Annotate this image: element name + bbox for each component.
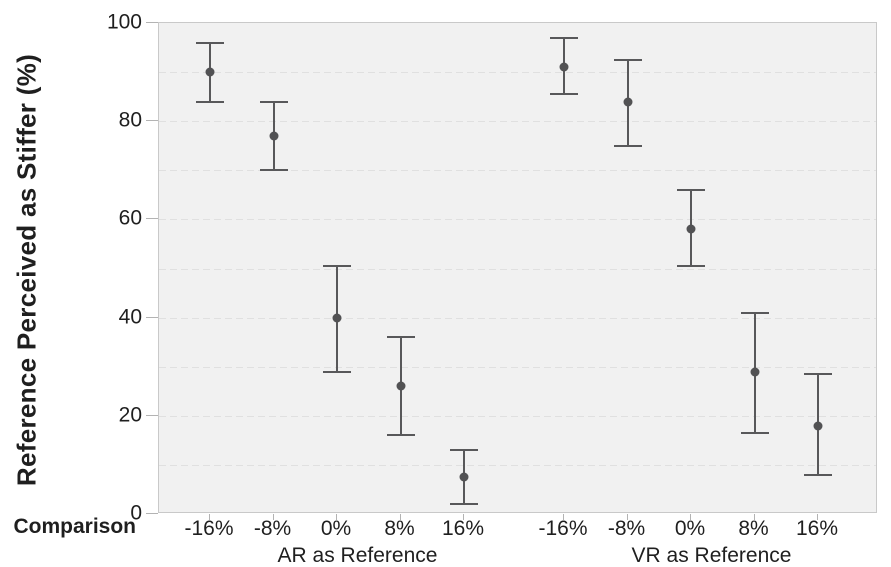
x-axis-tick <box>817 514 818 520</box>
data-point-marker <box>459 472 469 482</box>
error-bar-cap-bottom <box>450 503 478 506</box>
x-axis-tick-label: -16% <box>538 517 588 540</box>
data-point-marker <box>205 67 215 77</box>
error-bar-cap-bottom <box>259 169 288 172</box>
y-axis-tick-60 <box>146 218 158 220</box>
gridline-50 <box>159 268 876 270</box>
y-axis-tick-label-100: 100 <box>106 10 142 34</box>
y-axis-tick-label-0: 0 <box>130 501 142 525</box>
error-bar-cap-top <box>740 311 769 314</box>
error-bar-cap-top <box>259 100 288 103</box>
x-axis-tick <box>209 514 210 520</box>
x-axis-tick-label: 8% <box>738 517 769 540</box>
data-point-marker <box>396 381 405 391</box>
data-point-marker <box>750 367 759 377</box>
x-axis-tick-label: -8% <box>607 517 646 540</box>
gridline-40 <box>159 317 876 319</box>
error-bar-cap-bottom <box>323 370 351 373</box>
y-axis-tick-100 <box>146 22 158 23</box>
x-axis-tick <box>563 514 564 520</box>
y-axis-tick-0 <box>146 513 158 514</box>
x-axis-tick <box>399 514 401 520</box>
gridline-70 <box>159 170 876 172</box>
y-axis-tick-label-80: 80 <box>118 108 142 132</box>
error-bar-cap-bottom <box>386 434 415 437</box>
x-axis-tick <box>272 514 274 520</box>
data-point-marker <box>559 62 569 72</box>
y-axis-tick-label-40: 40 <box>118 305 142 329</box>
error-bar-cap-bottom <box>550 93 578 96</box>
x-axis-tick-label: -16% <box>184 517 234 540</box>
data-point-marker <box>686 224 696 234</box>
gridline-90 <box>159 72 876 74</box>
error-bar-cap-bottom <box>804 473 832 476</box>
x-axis-tick <box>690 514 691 520</box>
x-axis-tick <box>753 514 755 520</box>
error-bar-cap-bottom <box>677 265 705 267</box>
x-axis-tick <box>463 514 464 520</box>
gridline-80 <box>159 121 876 123</box>
x-axis-tick-label: 8% <box>384 517 415 540</box>
group-label-vr: VR as Reference <box>631 544 792 567</box>
x-axis-title: Comparison <box>13 515 136 538</box>
error-bar-cap-top <box>677 188 705 191</box>
group-label-ar: AR as Reference <box>277 544 438 567</box>
gridline-10 <box>159 464 876 466</box>
error-bar-cap-top <box>386 336 415 339</box>
x-axis-tick-label: 16% <box>441 517 485 540</box>
y-axis-title: Reference Perceived as Stiffer (%) <box>11 53 42 487</box>
y-axis-tick-label-20: 20 <box>118 403 142 427</box>
error-bar-cap-top <box>450 449 478 452</box>
error-bar-cap-top <box>613 58 642 61</box>
x-axis-tick-label: -8% <box>253 517 292 540</box>
gridline-30 <box>159 366 876 368</box>
error-bar-cap-top <box>196 41 224 44</box>
error-bar-cap-bottom <box>740 432 769 434</box>
x-axis-tick-label: 16% <box>795 517 839 540</box>
y-axis-tick-40 <box>146 316 158 318</box>
data-point-marker <box>332 313 342 323</box>
x-axis-tick-label: 0% <box>674 517 706 540</box>
x-axis-tick-label: 0% <box>320 517 352 540</box>
error-bar-cap-bottom <box>196 100 224 103</box>
error-bar-cap-top <box>804 373 832 376</box>
plot-area <box>158 22 877 513</box>
error-bar-cap-top <box>550 36 578 39</box>
gridline-20 <box>159 415 876 417</box>
y-axis-tick-20 <box>146 414 158 416</box>
error-bar-cap-top <box>323 265 351 267</box>
y-axis-tick-80 <box>146 120 158 122</box>
gridline-60 <box>159 219 876 221</box>
error-bar-cap-bottom <box>613 144 642 147</box>
x-axis-tick <box>336 514 337 520</box>
data-point-marker <box>623 97 632 107</box>
y-axis-tick-label-60: 60 <box>118 206 142 230</box>
data-point-marker <box>813 421 823 431</box>
data-point-marker <box>269 131 278 141</box>
x-axis-tick <box>626 514 628 520</box>
